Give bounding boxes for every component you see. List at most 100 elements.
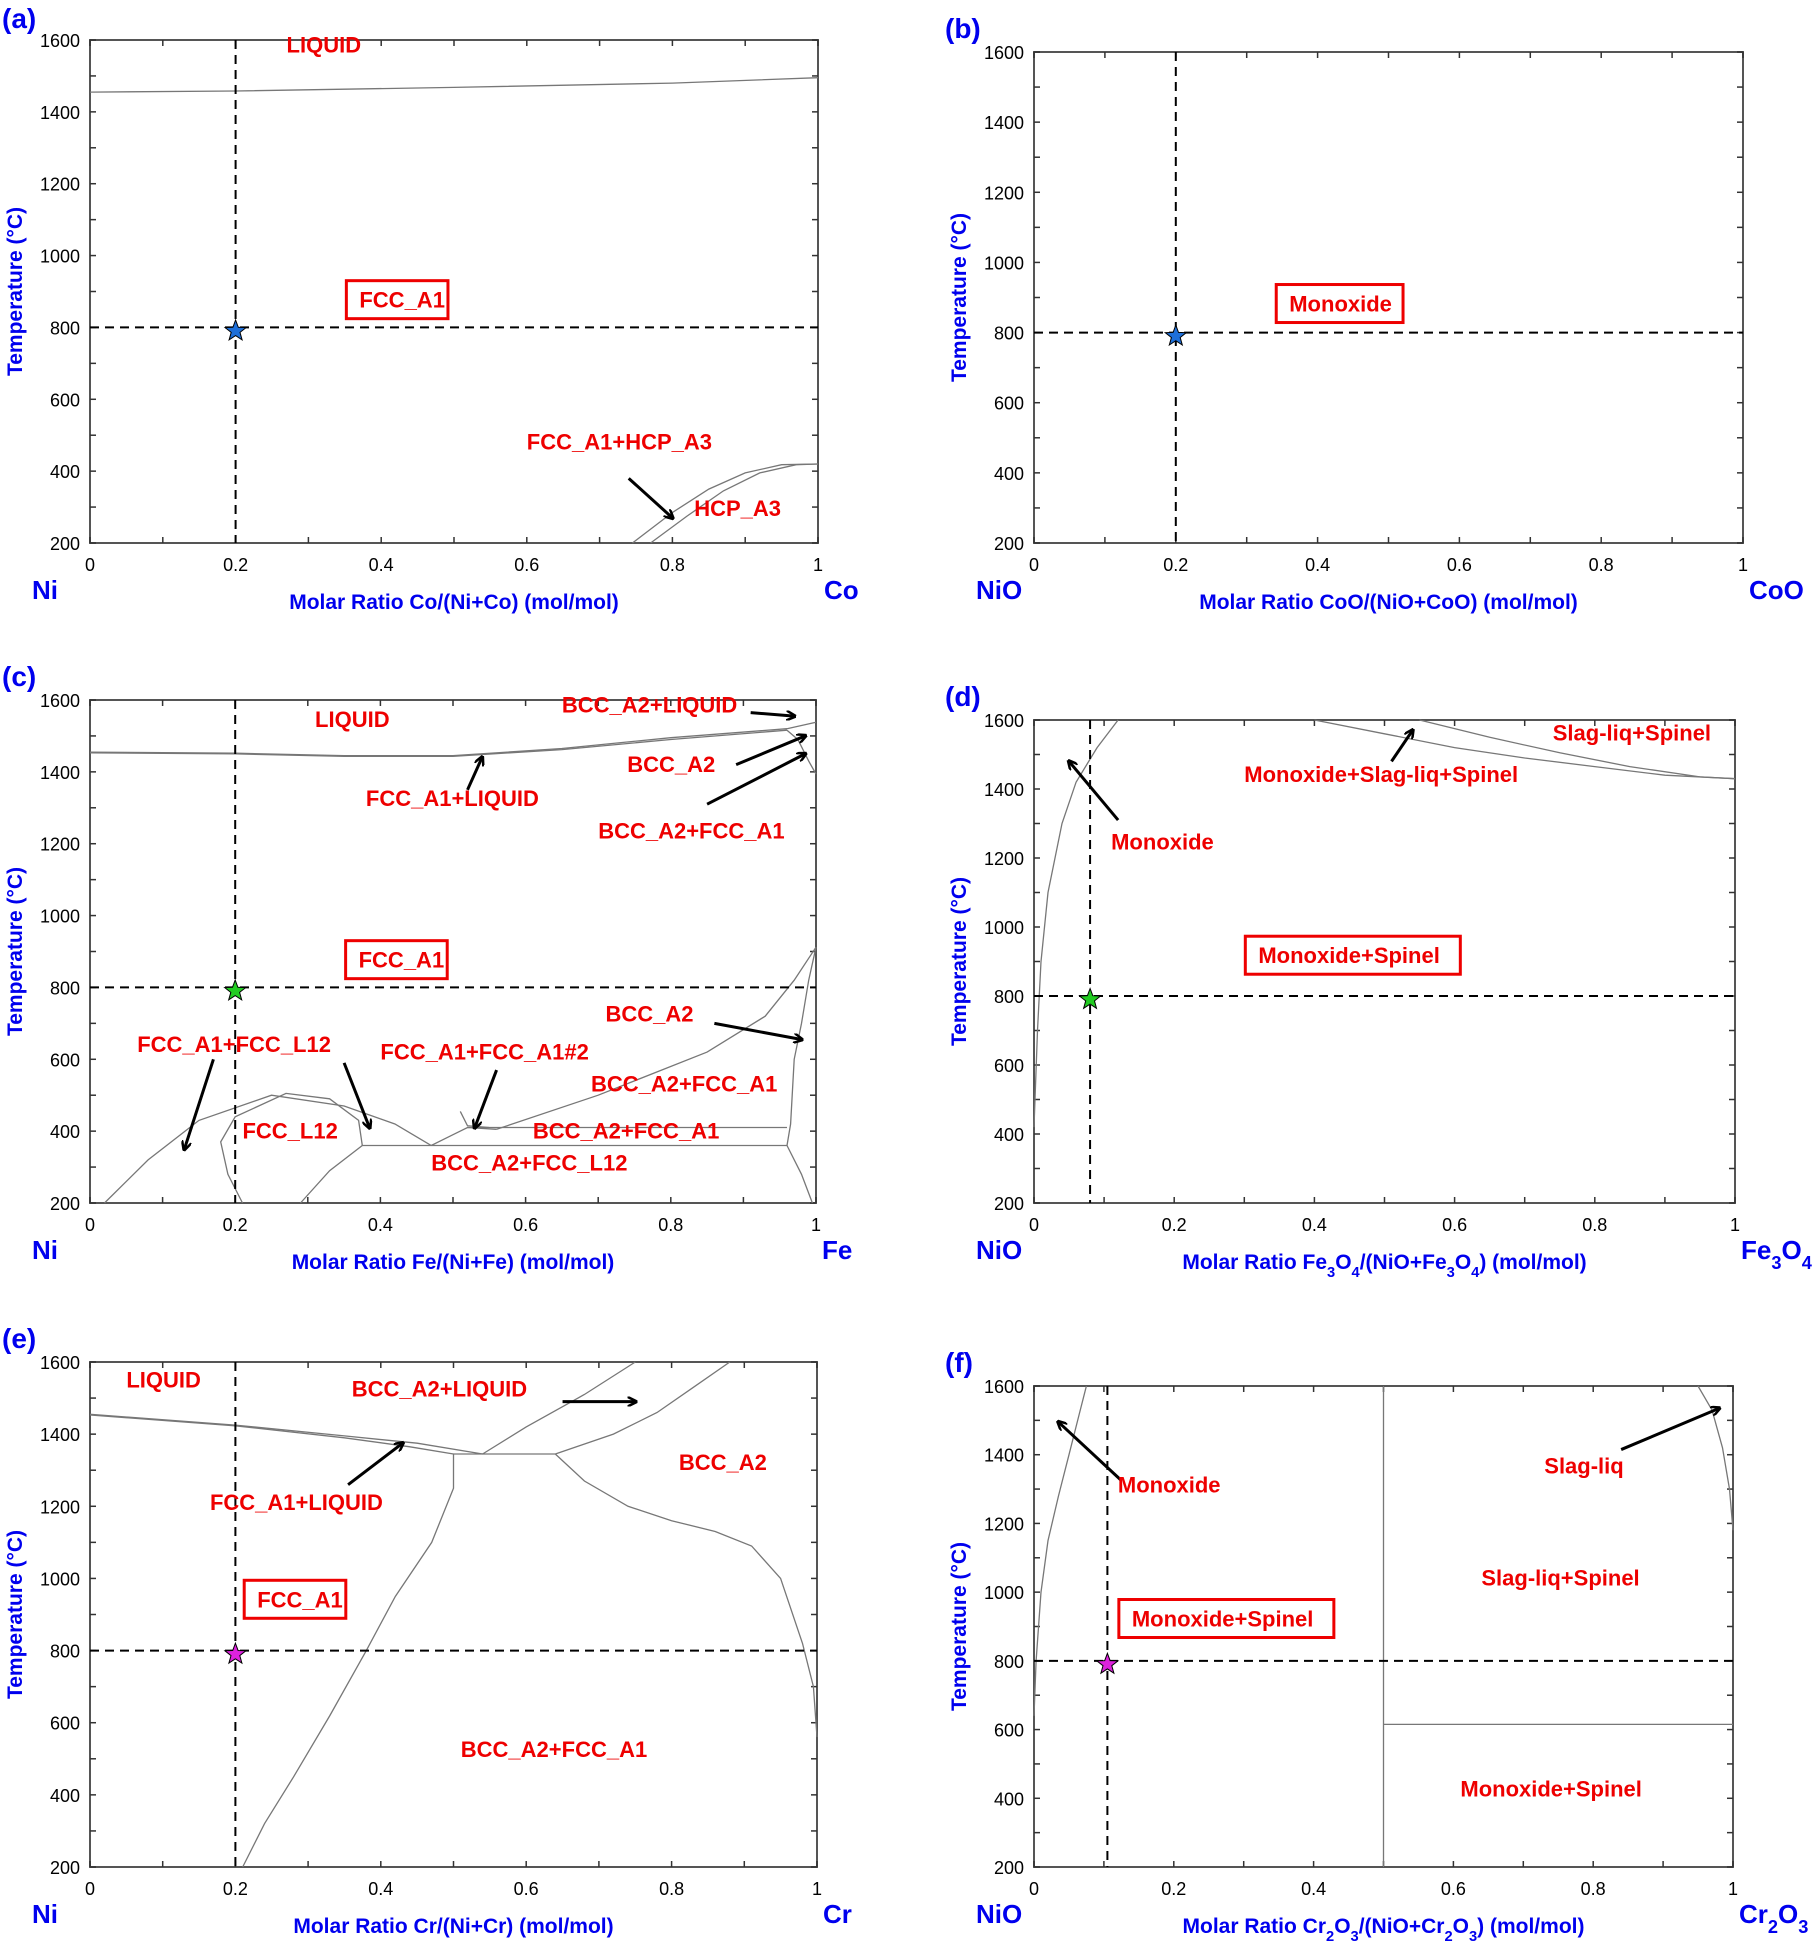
left-endmember-label: Ni bbox=[32, 1899, 58, 1929]
stable-phase-box bbox=[242, 1578, 348, 1620]
y-tick-label: 400 bbox=[994, 464, 1024, 484]
y-tick-label: 800 bbox=[994, 1652, 1024, 1672]
phase-boundary-bcc-liquidus bbox=[482, 1361, 636, 1455]
x-tick-label: 0.2 bbox=[1163, 555, 1188, 575]
right-endmember-label: Cr bbox=[823, 1899, 852, 1929]
x-tick-label: 0.4 bbox=[369, 555, 394, 575]
star-marker-icon bbox=[223, 318, 248, 342]
phase-region-label: BCC_A2 bbox=[605, 1002, 693, 1027]
panel-d: (d) 200 400 600 800 1000 1200 1400 1600 0 0.2 0.4 0.… bbox=[945, 681, 1813, 1281]
y-tick-label: 200 bbox=[994, 534, 1024, 554]
annotation-arrow-icon bbox=[706, 754, 805, 806]
y-tick-label: 1400 bbox=[40, 103, 80, 123]
phase-region-label: FCC_A1+FCC_A1#2 bbox=[380, 1039, 588, 1064]
y-tick-label: 800 bbox=[50, 978, 80, 998]
y-axis-title: Temperature (°C) bbox=[948, 877, 971, 1046]
y-tick-label: 200 bbox=[50, 1858, 80, 1878]
phase-boundary-bcc-solvus bbox=[554, 1453, 818, 1738]
phase-region-label: LIQUID bbox=[315, 707, 390, 732]
y-tick-label: 200 bbox=[50, 1194, 80, 1214]
x-tick-label: 0.4 bbox=[1305, 555, 1330, 575]
phase-region-label: Slag-liq+Spinel bbox=[1481, 1565, 1639, 1590]
phase-boundary-liquidus-solidus bbox=[89, 77, 819, 93]
y-axis-title: Temperature (°C) bbox=[948, 213, 971, 382]
phase-region-label: FCC_A1+FCC_L12 bbox=[137, 1032, 331, 1057]
y-tick-label: 1000 bbox=[40, 907, 80, 927]
y-tick-label: 400 bbox=[994, 1789, 1024, 1809]
phase-region-label: BCC_A2+FCC_A1 bbox=[598, 818, 784, 843]
y-tick-label: 1000 bbox=[984, 918, 1024, 938]
phase-region-label: Monoxide bbox=[1111, 829, 1214, 854]
y-tick-label: 1600 bbox=[40, 691, 80, 711]
y-tick-label: 600 bbox=[994, 394, 1024, 414]
phase-region-label: Monoxide bbox=[1289, 292, 1392, 317]
phase-boundary-slag-liq-boundary bbox=[1697, 1385, 1734, 1531]
y-tick-label: 1200 bbox=[40, 835, 80, 855]
x-tick-label: 1 bbox=[813, 555, 823, 575]
phase-boundary-slag-spinel-lower bbox=[1314, 719, 1736, 780]
panel-e: (e) 200 400 600 800 1000 1200 1400 1600 0 0.2 0.4 0.… bbox=[2, 1323, 852, 1938]
y-tick-label: 1200 bbox=[984, 183, 1024, 203]
y-tick-label: 1200 bbox=[40, 175, 80, 195]
x-tick-label: 0.8 bbox=[660, 555, 685, 575]
y-tick-label: 1400 bbox=[40, 1425, 80, 1445]
phase-region-label: Slag-liq+Spinel bbox=[1553, 721, 1711, 746]
y-tick-label: 600 bbox=[50, 390, 80, 410]
phase-region-label: FCC_A1 bbox=[359, 288, 445, 313]
y-tick-label: 600 bbox=[50, 1050, 80, 1070]
x-tick-label: 0 bbox=[85, 1879, 95, 1899]
y-tick-label: 600 bbox=[994, 1056, 1024, 1076]
panel-c: (c) 200 400 600 800 1000 1200 1400 1600 0 0.2 0.4 0.… bbox=[2, 661, 852, 1274]
x-tick-label: 0 bbox=[1029, 1879, 1039, 1899]
y-tick-label: 400 bbox=[50, 462, 80, 482]
y-tick-label: 1600 bbox=[40, 31, 80, 51]
panel-label: (d) bbox=[945, 681, 981, 712]
x-tick-label: 0.4 bbox=[1301, 1879, 1326, 1899]
phase-region-label: BCC_A2+FCC_L12 bbox=[431, 1151, 627, 1176]
x-tick-label: 1 bbox=[1728, 1879, 1738, 1899]
star-marker-icon bbox=[223, 978, 248, 1002]
x-tick-label: 0.4 bbox=[1302, 1215, 1327, 1235]
x-tick-label: 0.8 bbox=[1589, 555, 1614, 575]
right-endmember-label: Fe3O4 bbox=[1741, 1235, 1813, 1273]
panel-label: (a) bbox=[2, 3, 36, 34]
x-tick-label: 0.8 bbox=[1581, 1879, 1606, 1899]
y-axis-title: Temperature (°C) bbox=[4, 1530, 27, 1699]
x-tick-label: 0 bbox=[1029, 555, 1039, 575]
star-marker-icon bbox=[1078, 987, 1102, 1010]
x-tick-label: 1 bbox=[1738, 555, 1748, 575]
y-tick-label: 400 bbox=[994, 1125, 1024, 1145]
phase-region-label: BCC_A2+FCC_A1 bbox=[533, 1118, 719, 1143]
y-axis-title: Temperature (°C) bbox=[4, 867, 27, 1036]
y-tick-label: 600 bbox=[994, 1721, 1024, 1741]
annotation-arrow-icon bbox=[714, 1021, 801, 1039]
right-endmember-label: Fe bbox=[822, 1235, 852, 1265]
phase-boundary-fcc-solvus bbox=[242, 1454, 455, 1868]
x-tick-label: 0.8 bbox=[1582, 1215, 1607, 1235]
y-tick-label: 800 bbox=[50, 318, 80, 338]
phase-region-label: FCC_L12 bbox=[242, 1118, 337, 1143]
left-endmember-label: NiO bbox=[976, 1899, 1022, 1929]
left-endmember-label: NiO bbox=[976, 575, 1022, 605]
phase-boundary-fcc-a1-a1#2 bbox=[430, 1126, 497, 1147]
phase-boundary-liquidus-l bbox=[89, 1413, 483, 1455]
phase-boundary-alpha-solvus bbox=[786, 947, 817, 1146]
phase-region-label: FCC_A1+HCP_A3 bbox=[527, 430, 712, 455]
phase-region-label: LIQUID bbox=[126, 1367, 201, 1392]
stable-phase-box bbox=[1117, 1598, 1336, 1639]
x-tick-label: 0.8 bbox=[659, 1879, 684, 1899]
annotation-arrow-icon bbox=[750, 713, 795, 717]
stable-phase-box bbox=[344, 939, 449, 981]
phase-boundary-fcc-l12-miscibility bbox=[104, 1094, 432, 1204]
panel-a: (a) 200 400 600 800 1000 1200 1400 1600 0 0.2 0.4 0.… bbox=[2, 3, 859, 614]
phase-region-label: BCC_A2+FCC_A1 bbox=[461, 1737, 647, 1762]
y-tick-label: 800 bbox=[50, 1642, 80, 1662]
y-tick-label: 200 bbox=[994, 1194, 1024, 1214]
phase-region-label: HCP_A3 bbox=[694, 496, 781, 521]
right-endmember-label: Cr2O3 bbox=[1739, 1899, 1808, 1937]
phase-boundary-monoxide-solvus bbox=[1033, 1385, 1088, 1716]
x-axis-title: Molar Ratio Co/(Ni+Co) (mol/mol) bbox=[289, 591, 619, 614]
phase-region-label: BCC_A2+LIQUID bbox=[352, 1376, 527, 1401]
phase-region-label: Monoxide+Slag-liq+Spinel bbox=[1244, 762, 1518, 787]
